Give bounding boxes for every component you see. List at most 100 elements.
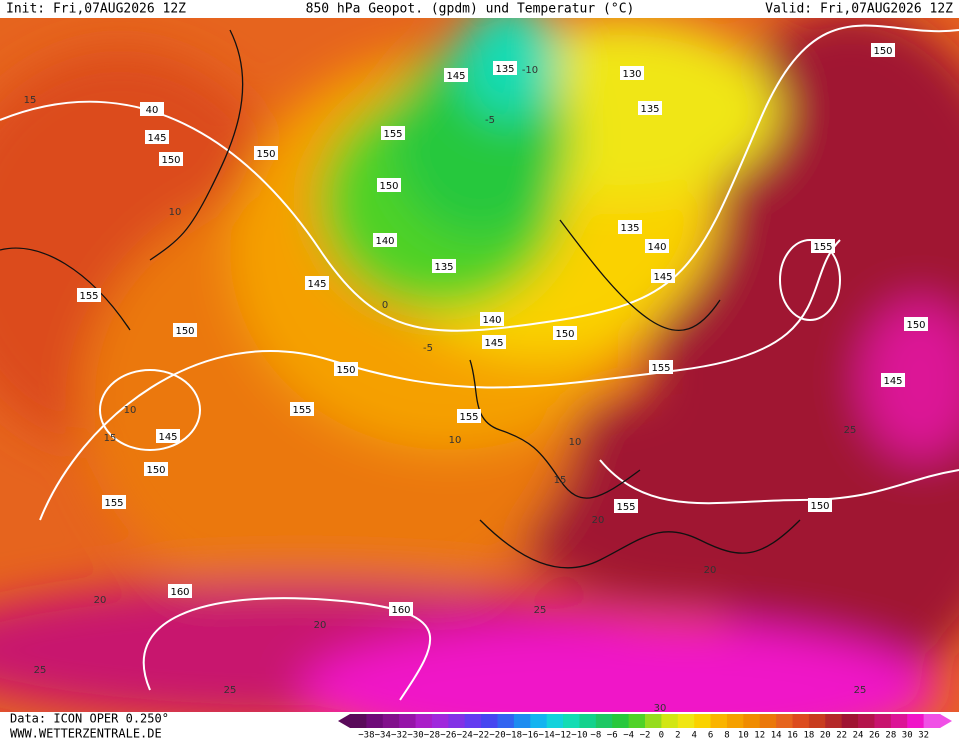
colorbar-label: −30 [407,731,423,741]
contour-label-box [168,584,192,598]
contour-label-box [645,239,669,253]
geopotential-label: 135 [640,104,659,115]
site: WWW.WETTERZENTRALE.DE [10,727,162,741]
colorbar-swatch [497,714,515,728]
contour-label-box [614,499,638,513]
coastlines [0,29,801,569]
colorbar-label: −6 [607,731,618,741]
geopotential-label: 145 [147,133,166,144]
colorbar-label: 16 [787,731,798,741]
temperature-label: 15 [24,95,37,106]
colorbar-arrow [338,714,350,728]
init-time: Init: Fri,07AUG2026 12Z [6,2,186,17]
contour-label-box [620,66,644,80]
geopotential-label: 150 [256,149,275,160]
geopotential-label: 135 [434,262,453,273]
colorbar-label: −16 [522,731,538,741]
geopotential-label: 150 [873,46,892,57]
colorbar-swatch [563,714,580,728]
contour-label-box [377,178,401,192]
geopotential-label: 145 [158,432,177,443]
temperature-label: 10 [124,405,137,416]
temperature-label: 10 [169,207,182,218]
colorbar-label: 32 [918,731,929,741]
contour-label-box [173,323,197,337]
temperature-label: 10 [449,435,462,446]
valid-time: Valid: Fri,07AUG2026 12Z [765,2,953,17]
geopotential-contours [0,24,959,701]
colorbar-swatch [382,714,400,728]
geopotential-label: 150 [810,501,829,512]
geopotential-label: 145 [883,376,902,387]
contour-label-box [432,259,456,273]
colorbar-label: −32 [391,731,407,741]
geopotential-label: 150 [555,329,574,340]
contour-label-box [457,409,481,423]
colorbar-label: −34 [375,731,391,741]
colorbar-swatch [513,714,531,728]
contour-label-box [444,68,468,82]
colorbar-swatch [546,714,564,728]
geopotential-label: 150 [146,465,165,476]
contour-label-box [881,373,905,387]
colorbar-label: −18 [506,731,522,741]
colorbar-swatch [645,714,662,728]
colorbar-swatch [710,714,728,728]
colorbar-label: −10 [571,731,587,741]
colorbar-arrow [940,714,952,728]
geopotential-label: 135 [495,64,514,75]
contour-label-box [373,233,397,247]
colorbar-label: 14 [771,731,782,741]
geopotential-label: 140 [375,236,394,247]
colorbar-swatch [595,714,613,728]
colorbar-swatch [923,714,941,728]
contour-labels: 135 1301451551501401351451401451501351401… [24,43,928,714]
temperature-label: 25 [854,685,867,696]
colorbar-swatch [776,714,793,728]
colorbar-swatch [448,714,466,728]
contour-label-box [651,269,675,283]
header-band [0,0,959,18]
colorbar-label: 28 [885,731,896,741]
colorbar-swatch [579,714,597,728]
geopotential-label: 150 [336,365,355,376]
colorbar-label: 20 [820,731,831,741]
contour-label-box [811,239,835,253]
geopotential-label: 145 [307,279,326,290]
geopotential-label: 155 [104,498,123,509]
colorbar-label: 4 [691,731,696,741]
geopotential-label: 160 [170,587,189,598]
colorbar-label: 2 [675,731,680,741]
colorbar-swatch [841,714,859,728]
colorbar-swatch [907,714,925,728]
contour-label-box [480,312,504,326]
geopotential-label: 145 [653,272,672,283]
geopotential-label: 155 [616,502,635,513]
colorbar-label: 10 [738,731,749,741]
temperature-label: 25 [534,605,547,616]
colorbar-swatch [808,714,826,728]
colorbar-swatch [366,714,384,728]
temperature-label: 20 [704,565,717,576]
temperature-label: 0 [382,300,388,311]
colorbar-swatch [464,714,482,728]
geopotential-label: 155 [383,129,402,140]
geopotential-label: 40 [146,105,159,116]
contour-label-box [649,360,673,374]
geopotential-label: 155 [813,242,832,253]
contour-label-box [305,276,329,290]
temperature-label: -5 [423,343,433,354]
geopotential-label: 140 [647,242,666,253]
colorbar-label: 24 [853,731,864,741]
geopotential-label: 150 [906,320,925,331]
geopotential-label: 130 [622,69,641,80]
colorbar-swatch [431,714,449,728]
temperature-label: -10 [522,65,538,76]
contour-label-box [638,101,662,115]
colorbar: −38 −34 −32 −30 −28 −26 −24 −22 −20 −18 −16 −14 −12−… [338,714,952,741]
colorbar-label: 8 [724,731,729,741]
contour-label-box [904,317,928,331]
temperature-label: 20 [592,515,605,526]
